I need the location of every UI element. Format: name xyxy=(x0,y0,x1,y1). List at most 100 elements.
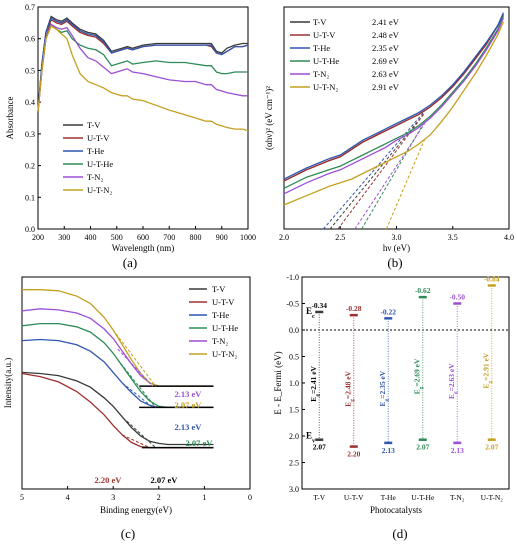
ev-symbol: Ev xyxy=(306,431,316,445)
y-tick-label: 0.6 xyxy=(25,35,35,44)
y-tick-label: 0.7 xyxy=(25,3,35,12)
x-tick-label: 2 xyxy=(157,493,161,502)
y-axis-label: Absorbance xyxy=(5,97,15,140)
x-tick-label: 400 xyxy=(85,233,97,242)
eg-label-T-He: Eg=2.35 eV xyxy=(378,370,390,406)
panel-b: 2.0 2.5 3.0 3.5 4.0 hν (eV) (αhν)² (eV cm⁻¹)² T… xyxy=(264,6,514,270)
y-tick-label: 3.0 xyxy=(289,485,299,494)
tangent-line-T-N2 xyxy=(117,348,154,387)
y-tick-label: 0.0 xyxy=(25,225,35,234)
ev-label-U-T-N2: 2.07 xyxy=(485,443,498,452)
ec-label-T-V: -0.34 xyxy=(311,301,327,310)
panel-d: -1.0 -0.5 0.0 0.5 1.0 1.5 2.0 2.5 3.0 Photocataly… xyxy=(273,273,510,541)
panel-label-a: (a) xyxy=(123,255,137,270)
y-axis-label: Intensity(a.u.) xyxy=(3,358,13,408)
legend-gap-U-T-V: 2.48 eV xyxy=(372,30,400,40)
x-tick-label: 1 xyxy=(202,493,206,502)
legend-label-U-T-N2: U-T-N₂ xyxy=(212,349,237,359)
x-tick-label: 500 xyxy=(111,233,123,242)
annotation-T-V: 2.07 eV xyxy=(151,475,179,485)
panel-c-frame xyxy=(21,276,251,490)
x-tick-label: 600 xyxy=(137,233,149,242)
category-label-T-V: T-V xyxy=(313,493,325,502)
ec-label-U-T-He: -0.62 xyxy=(415,286,431,295)
x-tick-label: 4.0 xyxy=(504,233,514,242)
x-tick-label: 2.0 xyxy=(279,233,289,242)
legend-label-U-T-He: U-T-He xyxy=(212,323,238,333)
x-tick-label: 0 xyxy=(248,493,252,502)
y-tick-label: 2.5 xyxy=(289,459,299,468)
ev-label-U-T-V: 2.20 xyxy=(347,450,360,459)
x-tick-label: 900 xyxy=(216,233,228,242)
annotation-U-T-N2: 2.07 eV xyxy=(175,400,203,410)
legend-label-T-V: T-V xyxy=(313,17,327,27)
annotation-T-He: 2.13 eV xyxy=(175,422,203,432)
tangent-line-U-T-He xyxy=(361,121,426,230)
ec-label-T-N2: -0.50 xyxy=(449,293,465,302)
annotation-T-N2: 2.13 eV xyxy=(175,389,203,399)
series-line-U-T-V xyxy=(283,14,504,182)
panel-label-d: (d) xyxy=(392,526,407,541)
legend-label-U-T-He: U-T-He xyxy=(313,56,339,66)
series-line-T-N2 xyxy=(37,23,248,112)
series-line-T-He xyxy=(37,17,249,112)
x-tick-label: 200 xyxy=(32,233,44,242)
category-label-T-He: T-He xyxy=(381,493,397,502)
tangent-line-U-T-N2 xyxy=(112,329,157,387)
x-tick-label: 4 xyxy=(66,493,70,502)
legend-gap-T-N2: 2.63 eV xyxy=(372,69,400,79)
ev-label-T-V: 2.07 xyxy=(313,443,326,452)
y-tick-label: 0.4 xyxy=(25,98,35,107)
panel-a: 200 300 400 500 600 700 800 900 1000 0.0 0.1 0.2 0.3… xyxy=(5,3,256,270)
panel-label-c: (c) xyxy=(121,526,135,541)
x-tick-label: 3.5 xyxy=(448,233,458,242)
x-tick-label: 1000 xyxy=(240,233,256,242)
legend-label-U-T-V: U-T-V xyxy=(87,133,110,143)
legend-label-T-He: T-He xyxy=(87,146,104,156)
series-line-T-V xyxy=(21,371,214,446)
legend-label-T-N2: T-N₂ xyxy=(87,172,103,182)
tangent-line-T-N2 xyxy=(354,123,426,230)
series-line-T-He xyxy=(283,12,504,180)
x-tick-label: 5 xyxy=(20,493,24,502)
tangent-line-T-He xyxy=(122,382,154,408)
series-line-U-T-V xyxy=(21,372,214,449)
legend-label-T-He: T-He xyxy=(212,310,229,320)
series-line-U-T-He xyxy=(37,25,248,112)
legend-gap-T-V: 2.41 eV xyxy=(372,17,400,27)
category-label-U-T-V: U-T-V xyxy=(344,493,364,502)
panel-d-frame xyxy=(301,276,510,490)
eg-label-U-T-He: Eg=2.69 eV xyxy=(413,358,425,394)
y-tick-label: 0.2 xyxy=(25,162,35,171)
legend-gap-U-T-N2: 2.91 eV xyxy=(372,82,400,92)
y-tick-label: 1.0 xyxy=(289,379,299,388)
legend-label-T-N2: T-N₂ xyxy=(212,336,228,346)
legend-label-T-N2: T-N₂ xyxy=(313,69,329,79)
y-tick-label: 1.5 xyxy=(289,406,299,415)
y-axis-label: E - E_Fermi (eV) xyxy=(273,351,283,414)
y-tick-label: 0.0 xyxy=(289,326,299,335)
eg-label-U-T-V: Eg=2.48 eV xyxy=(344,370,356,406)
y-axis-label: (αhν)² (eV cm⁻¹)² xyxy=(264,86,274,150)
ec-label-U-T-N2: -0.84 xyxy=(484,274,500,283)
y-tick-label: 2.0 xyxy=(289,432,299,441)
tangent-line-T-V xyxy=(126,420,156,449)
x-tick-label: 700 xyxy=(163,233,175,242)
ev-label-T-He: 2.13 xyxy=(382,446,395,455)
x-axis-label: Photocatalysts xyxy=(370,505,422,515)
tangent-line-U-T-He xyxy=(117,359,156,408)
legend-label-T-He: T-He xyxy=(313,43,330,53)
series-line-U-T-He xyxy=(283,16,504,189)
x-tick-label: 300 xyxy=(58,233,70,242)
legend-gap-U-T-He: 2.69 eV xyxy=(372,56,400,66)
annotation-U-T-V: 2.20 eV xyxy=(95,475,123,485)
series-line-U-T-N2 xyxy=(22,289,214,387)
tangent-line-U-T-V xyxy=(122,434,150,449)
legend-label-U-T-V: U-T-V xyxy=(313,30,336,40)
panel-label-b: (b) xyxy=(387,255,402,270)
tangent-line-U-T-V xyxy=(337,112,426,230)
panel-b-frame xyxy=(283,6,510,230)
eg-label-U-T-N2: Eg=2.91 eV xyxy=(482,352,494,388)
panel-a-frame xyxy=(37,6,249,230)
